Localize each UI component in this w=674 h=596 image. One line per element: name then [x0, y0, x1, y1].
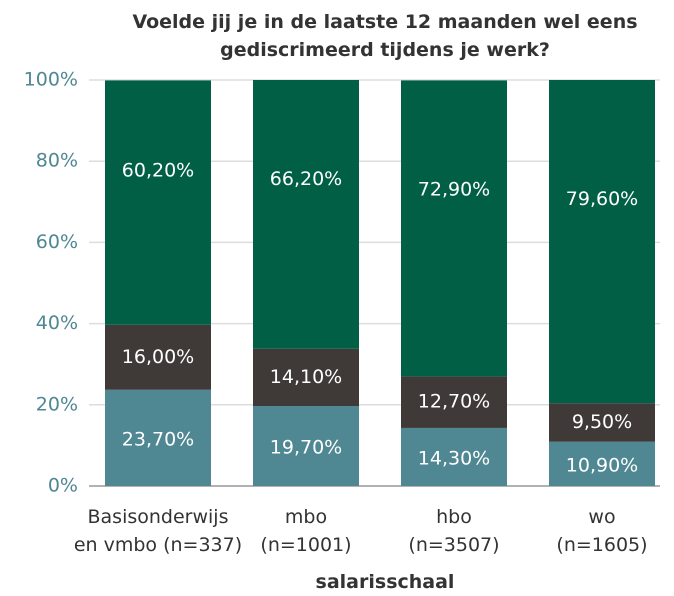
chart-title: Voelde jij je in de laatste 12 maanden w…	[132, 11, 638, 61]
bar-segment	[105, 80, 211, 325]
bar-segment	[105, 389, 211, 486]
bar-segment	[105, 324, 211, 390]
data-label: 12,70%	[418, 391, 490, 413]
data-label: 9,50%	[572, 411, 632, 433]
x-tick-label: Basisonderwijs en vmbo (n=337)	[73, 506, 243, 556]
bar-segment	[253, 348, 359, 407]
bar-segment	[549, 403, 655, 442]
data-label: 16,00%	[122, 346, 194, 368]
bar-segment	[253, 406, 359, 486]
data-label: 66,20%	[270, 168, 342, 190]
y-tick-label: 0%	[48, 475, 78, 497]
bar-segment	[253, 80, 359, 349]
x-tick-label: mbo (n=1001)	[260, 506, 352, 556]
bar-segment	[549, 441, 655, 486]
data-label: 19,70%	[270, 437, 342, 459]
x-axis-title: salarisschaal	[315, 571, 455, 593]
data-label: 23,70%	[122, 428, 194, 450]
y-tick-label: 60%	[36, 231, 78, 253]
bar-segment	[549, 80, 655, 404]
y-tick-label: 100%	[24, 69, 78, 91]
y-tick-label: 40%	[36, 312, 78, 334]
x-tick-label: wo (n=1605)	[556, 506, 648, 556]
data-label: 60,20%	[122, 159, 194, 181]
data-label: 72,90%	[418, 178, 490, 200]
bar-segment	[401, 427, 507, 486]
bar-segment	[401, 80, 507, 377]
x-tick-label: hbo (n=3507)	[408, 506, 500, 556]
data-label: 79,60%	[566, 188, 638, 210]
data-label: 14,30%	[418, 447, 490, 469]
data-label: 10,90%	[566, 454, 638, 476]
y-tick-label: 20%	[36, 393, 78, 415]
y-tick-label: 80%	[36, 150, 78, 172]
bar-segment	[401, 376, 507, 428]
data-label: 14,10%	[270, 366, 342, 388]
